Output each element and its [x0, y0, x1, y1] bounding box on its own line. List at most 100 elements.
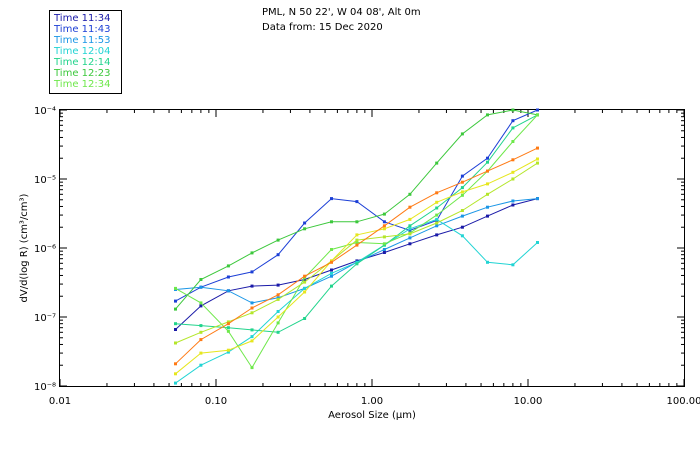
y-tick-label: 10⁻⁷ [34, 313, 56, 324]
data-point [435, 200, 439, 204]
x-tick-label: 0.10 [205, 396, 227, 407]
data-point [174, 299, 177, 303]
series-10 [174, 146, 539, 366]
legend-entry: Time 12:23 [53, 68, 110, 79]
data-point [226, 289, 230, 293]
data-point [226, 329, 230, 333]
data-point [355, 233, 359, 237]
data-point [250, 270, 254, 274]
data-point [174, 322, 177, 326]
legend-box [49, 10, 122, 94]
series-layer [174, 108, 539, 385]
series-5 [174, 113, 539, 334]
data-point [174, 286, 177, 290]
data-point [226, 275, 230, 279]
data-point [486, 214, 489, 218]
data-point [511, 108, 515, 112]
data-point [250, 284, 254, 288]
data-point [330, 274, 333, 278]
data-point [536, 241, 539, 244]
data-point [435, 206, 439, 210]
data-point [536, 108, 539, 112]
data-point [536, 197, 539, 201]
data-point [382, 251, 386, 254]
data-point [199, 301, 203, 305]
data-point [303, 221, 307, 225]
data-point [408, 205, 412, 209]
data-point [460, 132, 464, 136]
data-point [511, 158, 515, 162]
data-point [511, 203, 515, 207]
data-point [226, 350, 230, 354]
data-point [250, 251, 254, 255]
data-point [408, 217, 412, 221]
data-point [511, 119, 515, 123]
data-point [486, 192, 489, 196]
data-point [511, 170, 515, 174]
data-point [199, 330, 203, 334]
data-point [250, 328, 254, 332]
data-point [486, 160, 489, 164]
data-point [276, 253, 280, 257]
plot-area [59, 109, 685, 387]
data-point [460, 193, 464, 197]
data-point [250, 366, 254, 370]
data-point [199, 338, 203, 342]
data-point [435, 224, 439, 228]
data-point [276, 330, 280, 334]
series-8 [174, 161, 539, 345]
series-6 [174, 108, 539, 311]
data-point [330, 248, 333, 251]
data-point [460, 214, 464, 218]
data-point [226, 320, 230, 324]
data-point [511, 126, 515, 130]
data-point [250, 311, 254, 315]
legend-entry: Time 12:14 [53, 57, 110, 68]
data-point [276, 297, 280, 301]
data-point [355, 200, 359, 204]
data-point [382, 242, 386, 246]
data-point [174, 341, 177, 345]
data-point [174, 362, 177, 366]
data-point [408, 224, 412, 228]
data-point [435, 217, 439, 221]
data-point [382, 224, 386, 228]
data-point [460, 225, 464, 229]
series-line [175, 162, 538, 344]
data-point [199, 324, 203, 328]
data-point [199, 278, 203, 281]
x-tick-label: 0.01 [49, 396, 71, 407]
data-point [382, 235, 386, 239]
series-2 [174, 108, 539, 303]
y-tick-label: 10⁻⁴ [34, 106, 56, 117]
data-point [460, 174, 464, 178]
series-line [175, 114, 538, 333]
data-point [435, 221, 439, 225]
data-point [276, 283, 280, 287]
data-point [460, 190, 464, 194]
header-date: Data from: 15 Dec 2020 [262, 22, 383, 33]
y-tick-label: 10⁻⁶ [34, 244, 56, 255]
data-point [486, 169, 489, 173]
data-point [486, 156, 489, 160]
legend-entry: Time 12:04 [53, 46, 110, 57]
data-point [511, 199, 515, 203]
data-point [355, 243, 359, 247]
data-point [303, 227, 307, 231]
data-point [303, 276, 307, 280]
data-point [435, 233, 439, 237]
data-point [330, 260, 333, 264]
data-point [250, 301, 254, 305]
data-point [355, 238, 359, 242]
data-point [276, 238, 280, 242]
x-axis-label: Aerosol Size (µm) [328, 410, 416, 421]
data-point [355, 241, 359, 244]
data-point [330, 220, 333, 224]
legend-entry: Time 11:53 [53, 35, 110, 46]
data-point [226, 326, 230, 330]
legend-entry: Time 11:43 [53, 24, 110, 35]
data-point [303, 274, 307, 278]
x-tick-label: 1.00 [361, 396, 383, 407]
data-point [460, 234, 464, 238]
